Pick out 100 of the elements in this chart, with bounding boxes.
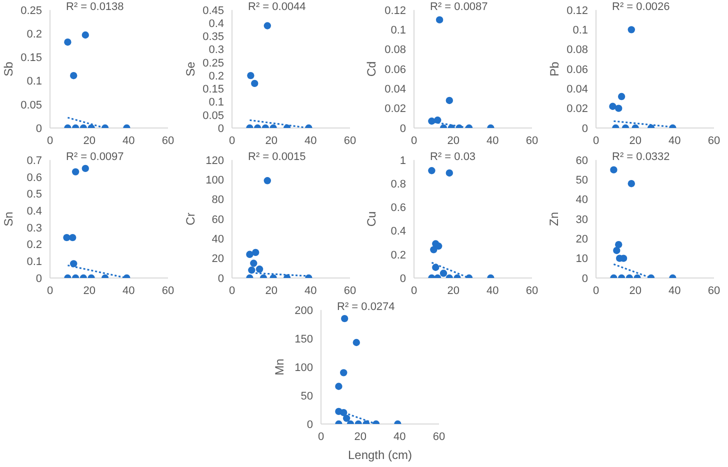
x-tick-label: 0 — [46, 134, 54, 147]
point — [82, 31, 89, 39]
y-tick-label: 0 — [582, 122, 588, 135]
y-axis-title: Sn — [1, 212, 15, 226]
y-tick-label: 50 — [576, 174, 588, 187]
y-tick-label: 30 — [576, 214, 588, 226]
y-tick-label: 0.02 — [566, 103, 588, 116]
point — [446, 169, 453, 177]
x-tick-label: 20 — [447, 134, 460, 147]
y-tick-label: 0.06 — [566, 64, 588, 76]
y-tick-label: 0.08 — [566, 44, 588, 56]
x-tick-label: 40 — [668, 134, 681, 147]
point — [335, 382, 342, 390]
x-tick-label: 20 — [629, 284, 642, 297]
y-tick-label: 0.4 — [390, 226, 406, 238]
y-tick-label: 0 — [218, 272, 224, 285]
point — [609, 102, 616, 110]
y-axis-title: Cd — [365, 61, 379, 77]
y-tick-label: 100 — [206, 174, 224, 187]
point — [428, 167, 436, 174]
x-tick-label: 20 — [447, 284, 460, 297]
y-tick-label: 0.1 — [26, 76, 42, 88]
y-tick-label: 0.12 — [384, 4, 406, 17]
y-tick-label: 0.05 — [20, 99, 42, 112]
y-tick-label: 0.1 — [208, 96, 224, 109]
point — [246, 250, 254, 258]
x-tick-label: 60 — [526, 284, 538, 297]
point — [69, 234, 76, 242]
y-tick-label: 80 — [212, 194, 224, 206]
point — [64, 38, 72, 46]
y-tick-label: 50 — [300, 390, 313, 402]
y-tick-label: 150 — [294, 333, 313, 346]
annotation: R² = 0.0015 — [248, 151, 306, 163]
y-tick-label: 0.25 — [202, 57, 224, 70]
x-tick-label: 60 — [708, 284, 720, 297]
y-axis-title: Sb — [1, 62, 15, 76]
x-tick-label: 20 — [354, 430, 366, 443]
x-tick-label: 40 — [486, 284, 499, 297]
point — [340, 369, 348, 376]
point — [82, 164, 89, 172]
annotation: R² = 0.03 — [430, 151, 476, 163]
y-tick-label: 0.02 — [384, 103, 406, 116]
point — [436, 16, 444, 24]
y-tick-label: 0.15 — [202, 84, 224, 96]
y-tick-label: 200 — [294, 304, 313, 317]
x-tick-label: 40 — [122, 284, 135, 297]
y-tick-label: 0.1 — [390, 24, 406, 37]
point — [250, 260, 258, 267]
x-tick-label: 0 — [592, 134, 600, 147]
y-tick-label: 60 — [212, 214, 224, 226]
point — [432, 264, 440, 271]
y-tick-label: 0.2 — [26, 239, 42, 252]
x-tick-label: 20 — [83, 134, 96, 147]
y-tick-label: 0.04 — [566, 84, 588, 96]
x-tick-label: 20 — [629, 134, 642, 147]
point — [628, 180, 635, 188]
y-axis-title: Pb — [547, 62, 561, 76]
y-tick-label: 0.2 — [390, 249, 406, 262]
y-tick-label: 0.7 — [26, 154, 42, 167]
y-tick-label: 0.3 — [208, 44, 224, 56]
y-tick-label: 0 — [36, 122, 42, 135]
y-tick-label: 0.05 — [202, 110, 224, 122]
x-tick-label: 60 — [432, 430, 446, 443]
point — [352, 338, 360, 346]
annotation: R² = 0.0087 — [430, 1, 488, 13]
y-tick-label: 10 — [576, 253, 588, 266]
x-tick-label: 40 — [486, 134, 499, 147]
y-tick-label: 20 — [576, 234, 588, 246]
point — [440, 270, 448, 277]
y-axis-title: Zn — [547, 212, 562, 226]
x-tick-label: 20 — [265, 134, 278, 147]
point — [70, 72, 78, 80]
x-tick-label: 40 — [668, 284, 681, 297]
point — [264, 22, 271, 30]
x-tick-label: 0 — [318, 430, 324, 443]
y-tick-label: 0 — [400, 272, 406, 285]
y-tick-label: 60 — [576, 154, 588, 167]
annotation: R² = 0.0332 — [612, 151, 670, 163]
x-tick-label: 60 — [526, 134, 538, 147]
y-tick-label: 0.12 — [566, 4, 588, 17]
annotation: R² = 0.0274 — [337, 301, 395, 313]
y-tick-label: 0.35 — [202, 31, 224, 44]
point — [615, 240, 622, 248]
y-axis-title: Cu — [365, 211, 379, 227]
annotation: R² = 0.0138 — [66, 1, 124, 13]
y-tick-label: 0.6 — [390, 202, 406, 214]
point — [72, 168, 80, 176]
y-tick-label: 0.25 — [20, 4, 42, 17]
y-tick-label: 0.06 — [384, 64, 406, 76]
y-tick-label: 0.6 — [26, 172, 42, 184]
point — [628, 26, 635, 34]
y-tick-label: 100 — [294, 362, 313, 374]
y-tick-label: 0.2 — [26, 28, 42, 41]
point — [248, 266, 256, 274]
y-tick-label: 120 — [206, 154, 224, 167]
y-axis-title: Cr — [182, 212, 197, 226]
x-tick-label: 60 — [162, 284, 174, 297]
x-tick-label: 0 — [228, 134, 236, 147]
y-tick-label: 0.1 — [572, 24, 588, 37]
x-tick-label: 20 — [83, 284, 96, 297]
